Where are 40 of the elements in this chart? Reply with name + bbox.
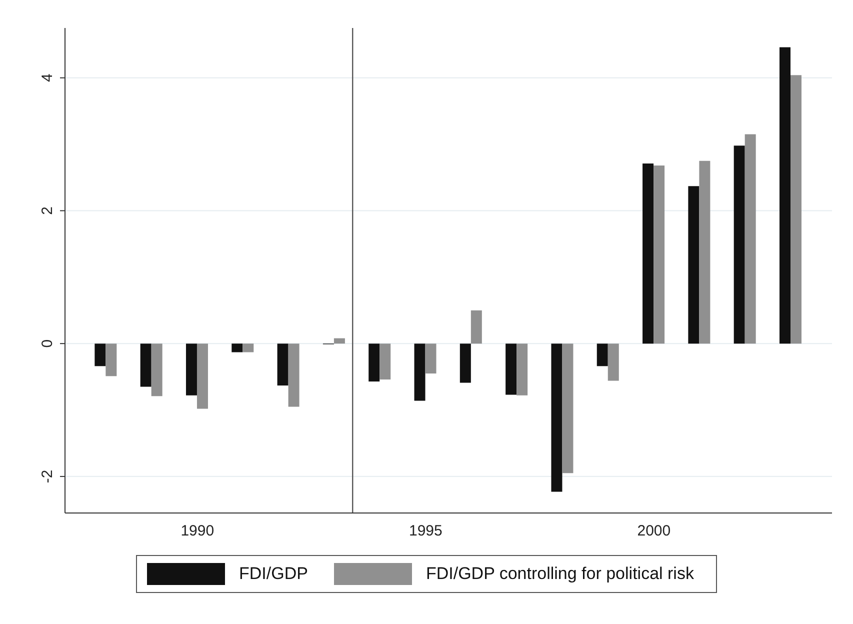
bar <box>516 344 528 396</box>
bar <box>688 186 700 344</box>
y-tick-label: -2 <box>39 470 56 484</box>
legend-label: FDI/GDP controlling for political risk <box>426 564 694 584</box>
y-tick-label: 2 <box>39 206 56 215</box>
bar <box>242 344 254 352</box>
bar <box>196 344 208 409</box>
bar <box>425 344 436 374</box>
bar <box>106 344 117 376</box>
bar <box>734 146 745 344</box>
bar <box>596 344 608 366</box>
bar <box>288 344 300 407</box>
bar <box>470 310 482 344</box>
x-tick-label: 1995 <box>408 522 442 540</box>
bar <box>414 344 426 401</box>
bar <box>94 344 106 366</box>
bar <box>699 160 710 344</box>
bar <box>140 344 152 387</box>
x-tick-label: 2000 <box>637 522 671 540</box>
bar <box>506 344 517 395</box>
bar <box>277 344 288 386</box>
bar <box>654 166 665 344</box>
bar <box>562 344 574 474</box>
bar <box>779 47 790 344</box>
bar <box>186 344 197 396</box>
bar <box>380 344 391 380</box>
y-tick-label: 0 <box>39 339 56 348</box>
x-tick-label: 1990 <box>180 522 214 540</box>
y-tick-label: 4 <box>39 74 56 82</box>
bar <box>368 344 380 382</box>
bar <box>744 134 756 344</box>
bar <box>642 164 654 344</box>
bar <box>151 344 162 396</box>
legend-label: FDI/GDP <box>239 564 308 584</box>
bar <box>334 338 345 344</box>
bar <box>608 344 619 381</box>
bar <box>551 344 562 492</box>
bar <box>790 75 802 344</box>
bar <box>232 344 243 352</box>
bar <box>460 344 471 383</box>
